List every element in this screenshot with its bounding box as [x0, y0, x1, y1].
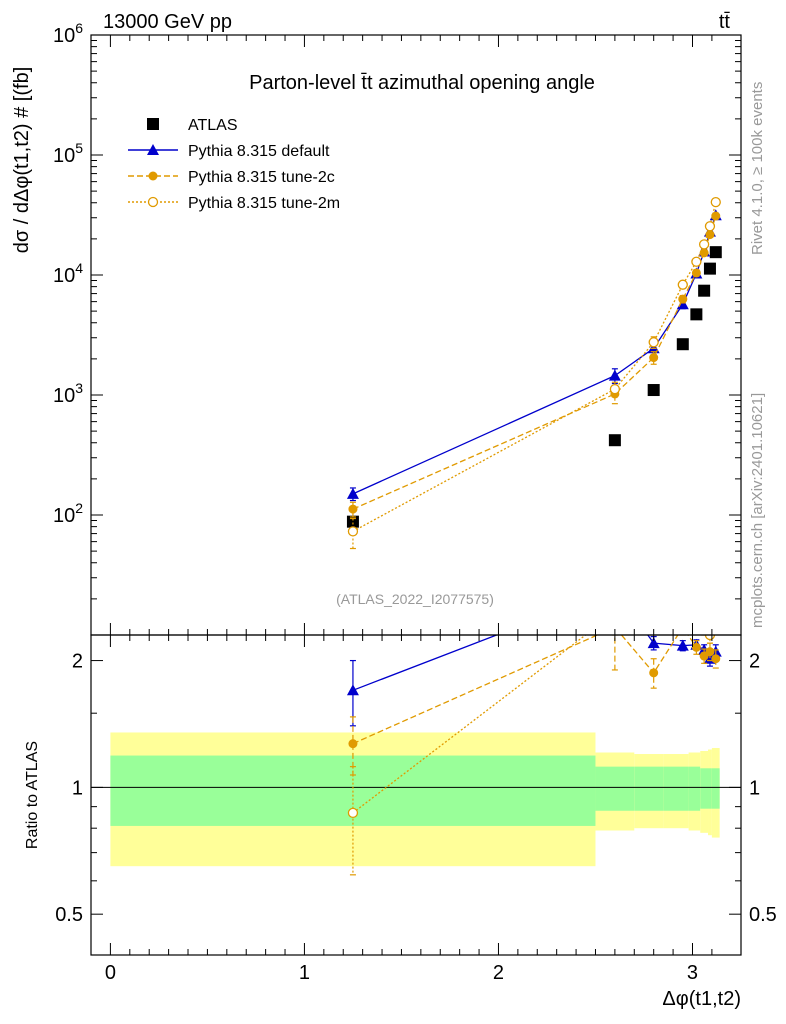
legend: ATLAS Pythia 8.315 default Pythia 8.315 tu…: [128, 117, 340, 212]
data-point: [703, 262, 716, 275]
data-point: [698, 239, 710, 250]
ratio-band-inner: [708, 768, 712, 809]
plot-title: Parton-level t̄t azimuthal opening angle: [249, 72, 595, 94]
x-tick-label: 3: [687, 962, 698, 984]
data-point: [347, 526, 359, 537]
mcplots-label: mcplots.cern.ch [arXiv:2401.10621]: [749, 393, 766, 628]
y-tick-label: 106: [53, 20, 83, 47]
legend-entry: Pythia 8.315 default: [188, 143, 330, 160]
ratio-y-tick-label-right: 2: [749, 651, 760, 673]
data-point: [648, 337, 659, 348]
data-point: [678, 294, 688, 304]
ratio-bands: [91, 732, 741, 867]
ratio-point: [346, 684, 359, 696]
ratio-y-tick-label-right: 1: [749, 777, 760, 799]
data-point: [704, 221, 716, 232]
ratio-ylabel: Ratio to ATLAS: [24, 741, 41, 849]
ratio-band-inner: [634, 766, 664, 811]
series-line-1: [352, 214, 717, 495]
ratio-band-inner: [700, 768, 709, 809]
ratio-y-tick-label: 2: [72, 651, 83, 673]
ratio-band-inner: [595, 766, 635, 811]
y-tick-label: 102: [53, 500, 83, 527]
legend-marker: [148, 171, 158, 181]
data-point: [346, 487, 359, 499]
legend-marker: [147, 196, 159, 208]
x-tick-label: 0: [105, 962, 116, 984]
ratio-point: [347, 807, 359, 818]
legend-entry: Pythia 8.315 tune-2c: [188, 169, 335, 186]
x-tick-label: 1: [299, 962, 310, 984]
ratio-point: [700, 623, 709, 632]
ratio-y-tick-label-right: 0.5: [749, 904, 777, 926]
data-point: [709, 246, 722, 259]
data-point: [691, 268, 701, 278]
process-label: tt̄: [719, 11, 731, 33]
ratio-point: [705, 647, 715, 657]
data-point: [608, 369, 621, 381]
x-axis-label: Δφ(t1,t2): [662, 988, 741, 1010]
ratio-point: [711, 654, 721, 664]
rivet-label: Rivet 4.1.0, ≥ 100k events: [749, 82, 766, 255]
ratio-point: [692, 601, 701, 610]
ratio-point: [691, 642, 701, 652]
ratio-point: [711, 608, 720, 617]
ratio-frame: [90, 634, 742, 956]
legend-marker: [147, 144, 159, 155]
ratio-line-1: [352, 635, 717, 745]
data-point: [608, 434, 621, 447]
main-ylabel: dσ / dΔφ(t1,t2) # [(fb]: [11, 67, 33, 254]
ratio-band-inner: [711, 768, 720, 809]
ratio-point: [647, 637, 660, 649]
legend-marker: [147, 118, 159, 130]
axes: 0 1 2 3 102 103 104 105 106 0.5 0.5 1 1 2 2: [53, 20, 777, 984]
legend-entry: Pythia 8.315 tune-2m: [188, 195, 340, 212]
energy-label: 13000 GeV pp: [103, 11, 232, 33]
legend-entry: ATLAS: [188, 117, 238, 134]
ratio-band-inner: [663, 766, 689, 811]
data-point: [647, 384, 660, 397]
ratio-point: [678, 576, 687, 585]
ratio-point: [609, 583, 621, 594]
data-point: [699, 248, 709, 258]
data-point: [710, 196, 721, 208]
data-point: [609, 383, 621, 395]
ratio-point: [678, 623, 687, 632]
data-point: [690, 308, 703, 321]
series-line-2: [352, 215, 717, 510]
y-tick-label: 104: [53, 260, 83, 287]
data-point: [676, 338, 689, 351]
data-point: [649, 353, 659, 363]
ratio-point: [649, 668, 659, 678]
ratio-y-tick-label: 1: [72, 777, 83, 799]
series-line-3: [352, 201, 717, 532]
ratio-point: [348, 739, 358, 749]
ratio-series: [346, 576, 722, 876]
ratio-y-tick-label: 0.5: [55, 904, 83, 926]
y-tick-label: 103: [53, 380, 83, 407]
data-point: [698, 284, 711, 297]
ratio-point: [676, 639, 689, 651]
ratio-band-inner: [688, 766, 701, 811]
y-tick-label: 105: [53, 140, 83, 167]
x-tick-label: 2: [493, 962, 504, 984]
data-point: [348, 504, 358, 514]
data-point: [691, 256, 702, 267]
data-point: [677, 279, 688, 290]
ratio-point: [610, 608, 619, 617]
analysis-id: (ATLAS_2022_I2077575): [336, 591, 494, 607]
ratio-point: [649, 615, 658, 624]
main-series: [346, 196, 722, 550]
